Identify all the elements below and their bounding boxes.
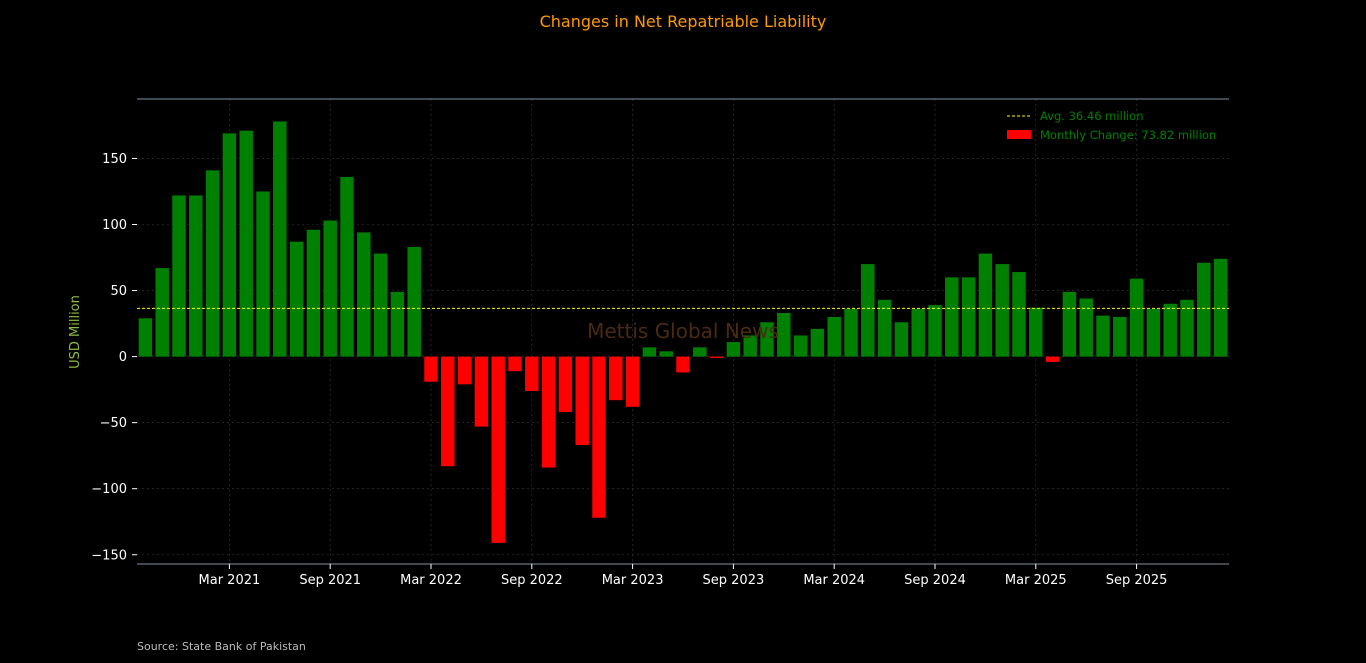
bar xyxy=(1129,278,1144,357)
y-tick-label: 100 xyxy=(102,218,127,233)
x-tick-label: Sep 2025 xyxy=(1106,573,1168,588)
y-tick-label: 150 xyxy=(102,152,127,167)
x-tick-label: Mar 2021 xyxy=(199,573,261,588)
x-tick-label: Mar 2022 xyxy=(400,573,462,588)
bar xyxy=(877,299,892,357)
y-tick-label: 50 xyxy=(110,284,127,299)
bar xyxy=(743,335,757,357)
bar xyxy=(457,356,472,385)
legend-monthly-swatch xyxy=(1007,130,1031,139)
bar xyxy=(928,305,942,357)
bar xyxy=(1029,307,1043,357)
bar xyxy=(558,356,573,413)
bar xyxy=(541,356,556,468)
bar xyxy=(911,309,925,357)
bar xyxy=(172,195,186,357)
bar xyxy=(609,356,623,401)
bar xyxy=(659,351,673,357)
bar xyxy=(642,347,657,357)
bar xyxy=(625,356,640,407)
y-axis-label: USD Million xyxy=(68,295,83,369)
bar xyxy=(138,318,153,357)
bar xyxy=(575,356,589,446)
bar xyxy=(474,356,489,427)
x-tick-label: Sep 2024 xyxy=(904,573,966,588)
bar xyxy=(844,309,858,357)
bar xyxy=(945,277,959,357)
bar xyxy=(1213,258,1228,357)
bar xyxy=(726,342,741,357)
bar xyxy=(676,356,690,373)
bar xyxy=(441,356,455,467)
bar xyxy=(760,322,774,357)
legend-monthly-label: Monthly Change: 73.82 million xyxy=(1040,128,1216,142)
chart-title: Changes in Net Repatriable Liability xyxy=(540,12,827,31)
bar xyxy=(894,322,909,357)
x-tick-label: Sep 2022 xyxy=(501,573,563,588)
bar xyxy=(256,191,270,357)
bar xyxy=(508,356,522,372)
y-tick-label: −50 xyxy=(100,416,127,431)
bar xyxy=(424,356,438,382)
bar xyxy=(1197,262,1211,357)
bar xyxy=(1113,316,1127,357)
bar xyxy=(222,133,237,357)
bar xyxy=(793,335,808,357)
bar xyxy=(709,356,724,358)
bar xyxy=(1045,356,1060,362)
bar xyxy=(340,176,354,357)
x-axis: Mar 2021 Sep 2021 Mar 2022 Sep 2022 Mar 2023… xyxy=(199,564,1168,588)
bar xyxy=(273,121,287,357)
source-note: Source: State Bank of Pakistan xyxy=(137,640,306,653)
bar xyxy=(1096,315,1110,357)
bar xyxy=(357,232,371,357)
bar xyxy=(289,241,304,357)
bar xyxy=(978,253,993,357)
bar xyxy=(827,316,841,357)
bar xyxy=(323,220,337,357)
y-axis: −150 −100 −50 0 50 100 150 xyxy=(91,152,137,563)
x-tick-label: Mar 2025 xyxy=(1005,573,1067,588)
y-tick-label: −100 xyxy=(91,482,127,497)
bar xyxy=(1079,298,1093,357)
bar xyxy=(1180,299,1194,357)
y-tick-label: −150 xyxy=(91,548,127,563)
x-tick-label: Sep 2021 xyxy=(299,573,361,588)
bar xyxy=(491,356,505,543)
bar xyxy=(961,277,976,357)
watermark-text: Mettis Global News xyxy=(587,319,779,343)
bar xyxy=(693,347,707,357)
bar xyxy=(306,229,321,357)
x-tick-label: Sep 2023 xyxy=(703,573,765,588)
bar xyxy=(525,356,539,391)
legend-average-label: Avg. 36.46 million xyxy=(1040,109,1144,123)
bar xyxy=(373,253,388,357)
bar xyxy=(205,170,220,357)
bar xyxy=(777,313,791,357)
legend: Avg. 36.46 million Monthly Change: 73.82… xyxy=(1007,109,1216,142)
bar xyxy=(810,328,825,357)
bar xyxy=(1012,272,1026,357)
bar xyxy=(239,130,253,357)
bar xyxy=(390,291,405,357)
bar xyxy=(861,264,875,357)
y-tick-label: 0 xyxy=(119,350,127,365)
bar xyxy=(189,195,203,357)
x-tick-label: Mar 2023 xyxy=(602,573,664,588)
bar xyxy=(1146,309,1161,357)
bar xyxy=(1062,291,1077,357)
bar xyxy=(155,268,169,357)
x-tick-label: Mar 2024 xyxy=(803,573,865,588)
bar xyxy=(995,264,1009,357)
bar xyxy=(1163,303,1177,357)
bar-series xyxy=(138,121,1228,543)
bar xyxy=(407,246,421,357)
bar xyxy=(592,356,606,518)
